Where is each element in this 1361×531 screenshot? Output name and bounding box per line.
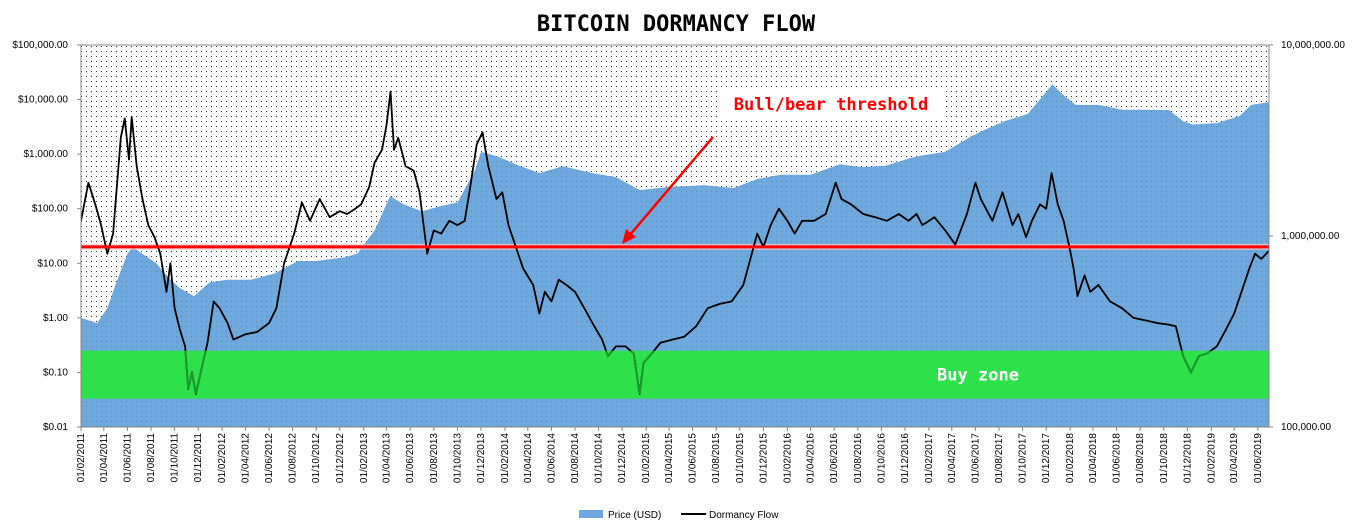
x-tick-label: 01/04/2014 [523, 433, 534, 483]
x-tick-label: 01/10/2018 [1159, 433, 1170, 483]
annotations: Bull/bear threshold Buy zone [622, 90, 1019, 386]
threshold-label: Bull/bear threshold [734, 95, 928, 115]
x-tick-label: 01/12/2014 [617, 433, 628, 483]
legend-label-price: Price (USD) [608, 510, 661, 521]
x-tick-label: 01/02/2013 [359, 433, 370, 483]
x-tick-label: 01/12/2013 [476, 433, 487, 483]
legend: Price (USD) Dormancy Flow [579, 510, 779, 521]
x-tick-label: 01/04/2011 [99, 433, 110, 483]
buy-zone-label: Buy zone [937, 366, 1019, 386]
x-tick-label: 01/08/2012 [288, 433, 299, 483]
x-tick-label: 01/12/2017 [1041, 433, 1052, 483]
y-left-tick-label: $100.00 [32, 204, 69, 215]
x-tick-label: 01/08/2014 [570, 433, 581, 483]
x-tick-label: 01/10/2016 [876, 433, 887, 483]
x-tick-label: 01/10/2011 [170, 433, 181, 483]
x-tick-label: 01/04/2018 [1088, 433, 1099, 483]
y-right-tick-label: 100,000.00 [1281, 422, 1331, 433]
x-tick-label: 01/06/2015 [688, 433, 699, 483]
y-axis-right: 100,000.00 1,000,000.00 10,000,000.00 [1269, 40, 1345, 433]
x-tick-label: 01/08/2011 [146, 433, 157, 483]
y-left-tick-label: $0.10 [43, 367, 68, 378]
x-tick-label: 01/12/2011 [193, 433, 204, 483]
x-tick-label: 01/06/2018 [1112, 433, 1123, 483]
x-tick-label: 01/10/2015 [735, 433, 746, 483]
x-tick-label: 01/02/2011 [76, 433, 87, 483]
x-tick-label: 01/06/2011 [122, 433, 133, 483]
buy-zone-band [81, 350, 1269, 399]
x-tick-label: 01/02/2014 [500, 433, 511, 483]
x-tick-label: 01/10/2017 [1018, 433, 1029, 483]
y-left-tick-label: $10.00 [37, 258, 68, 269]
x-tick-label: 01/12/2015 [758, 433, 769, 483]
dormancy-flow-line [81, 90, 1269, 395]
x-tick-label: 01/12/2018 [1182, 433, 1193, 483]
threshold-arrow-head [622, 229, 636, 244]
plot-area [80, 44, 1270, 428]
y-left-tick-label: $1.00 [43, 313, 68, 324]
x-tick-label: 01/06/2014 [546, 433, 557, 483]
price-area-pattern [81, 84, 1269, 427]
x-tick-label: 01/06/2016 [829, 433, 840, 483]
x-tick-label: 01/10/2013 [452, 433, 463, 483]
legend-swatch-price [579, 510, 603, 518]
x-tick-label: 01/10/2014 [594, 433, 605, 483]
x-tick-label: 01/04/2019 [1229, 433, 1240, 483]
y-left-tick-label: $1,000.00 [24, 149, 69, 160]
x-axis: 01/02/2011 01/04/2011 01/06/2011 01/08/2011… [76, 427, 1264, 483]
y-right-tick-label: 10,000,000.00 [1281, 40, 1345, 51]
y-left-tick-label: $10,000.00 [18, 95, 68, 106]
x-tick-label: 01/04/2012 [240, 433, 251, 483]
chart-title: BITCOIN DORMANCY FLOW [537, 12, 816, 37]
y-axis-left: $0.01 $0.10 $1.00 $10.00 $100.00 $1,000.00 $10… [12, 40, 81, 433]
x-tick-label: 01/02/2012 [217, 433, 228, 483]
threshold-label-box [720, 90, 946, 118]
x-tick-label: 01/08/2013 [429, 433, 440, 483]
x-tick-label: 01/08/2018 [1135, 433, 1146, 483]
threshold-arrow-shaft [628, 136, 714, 237]
x-tick-label: 01/02/2019 [1206, 433, 1217, 483]
x-tick-label: 01/06/2017 [970, 433, 981, 483]
x-tick-label: 01/12/2016 [900, 433, 911, 483]
x-tick-label: 01/06/2019 [1253, 433, 1264, 483]
x-tick-label: 01/04/2013 [382, 433, 393, 483]
x-tick-label: 01/06/2013 [405, 433, 416, 483]
y-right-tick-label: 1,000,000.00 [1281, 231, 1340, 242]
x-tick-label: 01/04/2015 [664, 433, 675, 483]
x-tick-label: 01/12/2012 [335, 433, 346, 483]
legend-label-dormancy: Dormancy Flow [709, 510, 779, 521]
x-tick-label: 01/02/2016 [782, 433, 793, 483]
x-tick-label: 01/04/2016 [806, 433, 817, 483]
y-left-tick-label: $100,000.00 [12, 40, 68, 51]
plot-series [81, 84, 1269, 427]
x-tick-label: 01/02/2015 [641, 433, 652, 483]
y-left-tick-label: $0.01 [43, 422, 68, 433]
x-tick-label: 01/06/2012 [264, 433, 275, 483]
x-tick-label: 01/02/2017 [924, 433, 935, 483]
x-tick-label: 01/08/2015 [711, 433, 722, 483]
x-tick-label: 01/04/2017 [947, 433, 958, 483]
x-tick-label: 01/02/2018 [1065, 433, 1076, 483]
x-tick-label: 01/10/2012 [311, 433, 322, 483]
x-tick-label: 01/08/2017 [994, 433, 1005, 483]
x-tick-label: 01/08/2016 [853, 433, 864, 483]
